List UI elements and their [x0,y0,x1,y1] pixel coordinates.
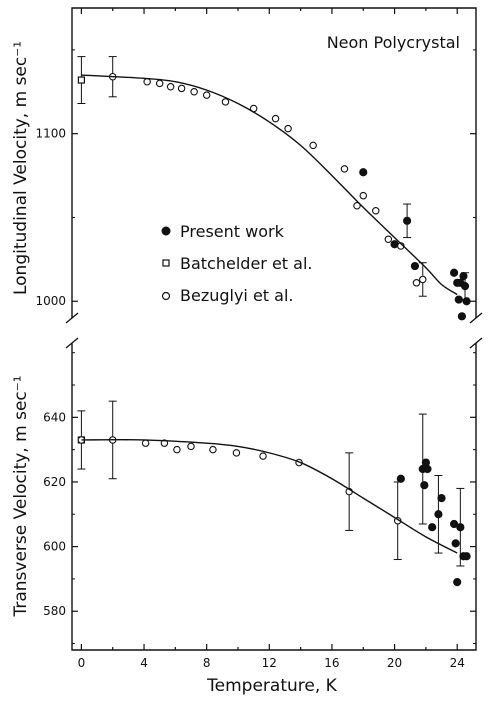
bottom-panel-marks [77,400,471,587]
top-point-batchelder [77,76,85,84]
bottom-point-bezuglyi [232,449,241,457]
x-tick-label: 4 [140,656,148,670]
top-point-bezuglyi [284,124,292,133]
top-point-present-work [449,268,459,277]
x-tick-label: 16 [324,656,339,670]
bottom-point-present-work [420,481,429,490]
top-panel-title: Neon Polycrystal [327,33,460,52]
bottom-fit-curve [81,439,458,554]
top-point-present-work [459,272,468,281]
top-y-tick-label: 1000 [35,294,66,308]
x-tick-label: 24 [450,656,465,670]
top-point-bezuglyi [166,83,175,91]
axis-break-mark-right-bottom [469,337,483,349]
top-point-bezuglyi [309,141,317,150]
bottom-point-present-work [453,578,462,587]
bottom-point-present-work [396,474,405,483]
x-tick-label: 12 [262,656,277,670]
x-tick-label: 20 [387,656,402,670]
top-point-bezuglyi [143,77,151,86]
bottom-y-tick-label: 620 [43,475,66,489]
legend: Present work Batchelder et al. Bezuglyi … [161,222,312,305]
legend-marker-open-circle [161,291,171,301]
legend-item-batchelder: Batchelder et al. [162,254,312,273]
top-point-present-work [462,297,471,306]
legend-marker-filled-circle [161,226,171,236]
bottom-point-present-work [423,464,432,474]
top-panel-marks [77,56,471,321]
top-panel-frame [71,7,477,318]
bottom-point-present-work [434,510,443,519]
x-tick-label: 8 [203,656,211,670]
bottom-point-bezuglyi [209,445,217,454]
bottom-panel-ticks: 580 600 620 640 0 4 8 12 16 20 24 [43,352,476,670]
axis-break-mark-left-top [65,312,79,324]
top-panel: 1000 1100 Neon Polycrystal Longitudinal V… [11,7,483,324]
legend-marker-open-square [162,259,170,267]
top-point-present-work [390,240,399,249]
top-point-present-work [457,312,467,321]
bottom-point-bezuglyi [187,442,195,451]
bottom-panel-frame [71,343,477,651]
axis-break-mark-right-top [469,312,483,324]
top-point-bezuglyi [359,191,368,200]
bottom-point-bezuglyi [259,452,267,460]
bottom-point-present-work [456,523,465,532]
top-fit-curve [81,74,458,296]
top-point-bezuglyi [190,88,198,96]
legend-label: Batchelder et al. [180,254,312,273]
top-y-axis-label: Longitudinal Velocity, m sec⁻¹ [11,41,31,295]
x-tick-label: 0 [78,656,86,670]
top-point-bezuglyi [412,279,421,287]
bottom-point-bezuglyi [160,439,169,447]
bottom-panel: 580 600 620 640 0 4 8 12 16 20 24 Transverse Veloc… [11,337,483,696]
bottom-point-present-work [451,539,460,548]
legend-label: Present work [180,222,285,241]
bottom-y-tick-label: 600 [43,540,66,554]
legend-item-present-work: Present work [161,222,285,241]
top-point-present-work [410,261,420,271]
top-point-bezuglyi [155,79,164,88]
top-panel-ticks: 1000 1100 [35,8,476,308]
legend-label: Bezuglyi et al. [180,286,294,305]
top-point-bezuglyi [384,235,393,243]
bottom-y-tick-label: 580 [43,604,66,618]
top-point-bezuglyi [419,275,427,284]
legend-item-bezuglyi: Bezuglyi et al. [161,286,294,305]
top-point-bezuglyi [271,114,280,123]
bottom-point-present-work [428,523,437,532]
bottom-point-present-work [449,519,459,529]
top-point-present-work [359,168,368,177]
x-axis-label: Temperature, K [206,676,337,696]
bottom-point-present-work [437,494,446,503]
top-point-bezuglyi [202,91,211,99]
top-point-bezuglyi [340,165,349,173]
top-y-tick-label: 1100 [35,127,66,141]
top-point-bezuglyi [353,201,361,210]
bottom-point-bezuglyi [173,445,181,454]
bottom-y-tick-label: 640 [43,410,66,424]
bottom-y-axis-label: Transverse Velocity, m sec⁻¹ [11,375,31,617]
top-point-present-work [460,282,470,291]
axis-break-mark-left-bottom [65,337,79,349]
top-point-bezuglyi [177,84,186,93]
bottom-point-bezuglyi [141,439,150,447]
bottom-point-present-work [462,552,471,561]
top-point-bezuglyi [221,98,230,106]
top-point-present-work [403,216,412,225]
top-point-bezuglyi [372,207,380,215]
